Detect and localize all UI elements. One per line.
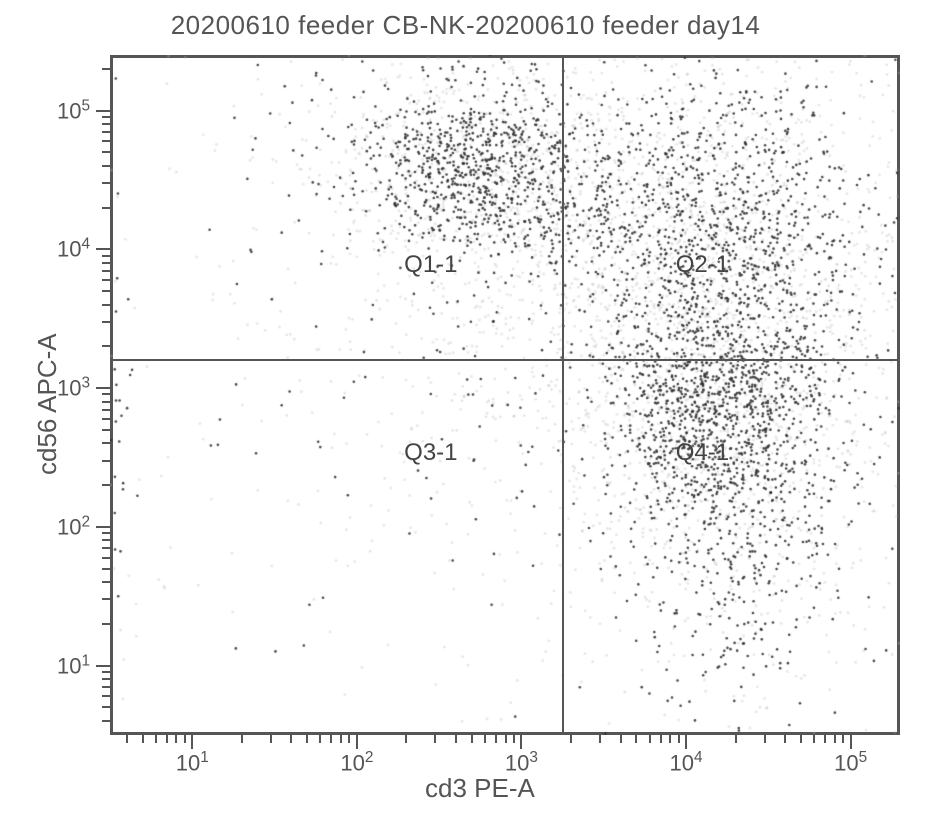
- x-tick-label: 103: [505, 749, 538, 776]
- flow-cytometry-plot: 20200610 feeder CB-NK-20200610 feeder da…: [0, 0, 931, 820]
- y-tick-label: 104: [50, 236, 90, 263]
- y-axis-label: cd56 APC-A: [32, 333, 63, 475]
- quadrant-label-q1: Q1-1: [404, 251, 457, 279]
- scatter-canvas: [110, 55, 900, 735]
- y-tick-label: 105: [50, 97, 90, 124]
- x-tick-label: 104: [670, 749, 703, 776]
- quadrant-label-q4: Q4-1: [676, 439, 729, 467]
- plot-title: 20200610 feeder CB-NK-20200610 feeder da…: [0, 10, 931, 41]
- x-tick-label: 105: [834, 749, 867, 776]
- quadrant-label-q2: Q2-1: [676, 251, 729, 279]
- y-tick-label: 103: [50, 374, 90, 401]
- quadrant-label-q3: Q3-1: [404, 439, 457, 467]
- x-axis-label: cd3 PE-A: [425, 773, 535, 804]
- y-tick-label: 101: [50, 652, 90, 679]
- quadrant-line-horizontal: [110, 359, 900, 361]
- x-tick-label: 101: [176, 749, 209, 776]
- y-tick-label: 102: [50, 513, 90, 540]
- quadrant-line-vertical: [562, 55, 564, 735]
- x-tick-label: 102: [340, 749, 373, 776]
